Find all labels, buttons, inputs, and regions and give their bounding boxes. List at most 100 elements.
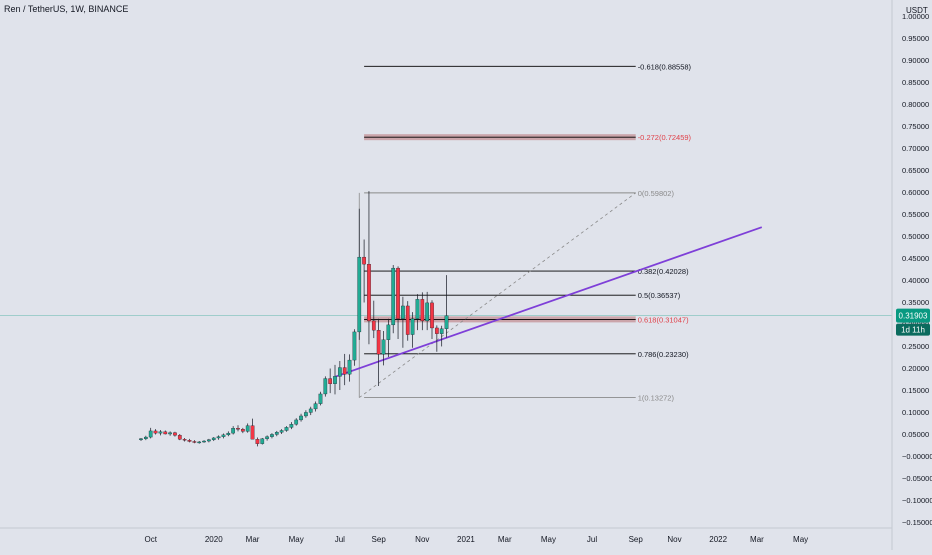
candle[interactable] [231, 426, 235, 435]
candle[interactable] [148, 427, 153, 439]
candle-body [371, 320, 376, 331]
candle[interactable] [270, 433, 274, 439]
candle[interactable] [304, 410, 308, 418]
x-tick-label: Sep [372, 535, 387, 544]
candle[interactable] [207, 438, 211, 443]
y-tick-label: −0.10000 [902, 496, 932, 505]
candle[interactable] [367, 191, 371, 345]
countdown-timer: 1d 11h [901, 326, 925, 335]
candle[interactable] [371, 300, 376, 339]
candle[interactable] [294, 418, 299, 426]
candle[interactable] [376, 318, 381, 387]
candle[interactable] [342, 353, 347, 386]
candle[interactable] [323, 376, 328, 397]
candle[interactable] [182, 437, 187, 442]
candle[interactable] [430, 300, 434, 339]
candle-body [434, 327, 439, 334]
candle[interactable] [439, 325, 444, 347]
candle[interactable] [289, 422, 294, 430]
candle[interactable] [221, 433, 226, 439]
candle[interactable] [318, 391, 323, 406]
candle[interactable] [313, 401, 318, 412]
candle[interactable] [279, 429, 284, 434]
candle[interactable] [265, 435, 269, 441]
candle-body [216, 436, 221, 439]
candle[interactable] [386, 318, 391, 357]
candle[interactable] [299, 413, 303, 422]
candle[interactable] [139, 437, 143, 442]
candle[interactable] [357, 208, 362, 340]
candle-body [425, 302, 430, 322]
candle[interactable] [284, 426, 289, 432]
y-tick-label: −0.15000 [902, 518, 932, 527]
candle-body [260, 438, 265, 444]
candle[interactable] [260, 437, 265, 445]
candle[interactable] [216, 435, 221, 440]
candle[interactable] [226, 431, 231, 437]
candle[interactable] [410, 312, 415, 348]
candle-body [396, 267, 400, 319]
y-tick-label: 0.85000 [902, 78, 929, 87]
candle[interactable] [211, 437, 216, 442]
candle[interactable] [333, 364, 337, 395]
candle[interactable] [274, 430, 279, 437]
y-tick-label: 0.75000 [902, 122, 929, 131]
candle-body [420, 299, 425, 322]
candle-body [347, 359, 352, 375]
candle[interactable] [444, 275, 449, 338]
candle[interactable] [405, 301, 410, 341]
chart-title: Ren / TetherUS, 1W, BINANCE [4, 4, 128, 14]
candle[interactable] [391, 265, 396, 334]
candle[interactable] [362, 239, 366, 303]
candle[interactable] [308, 406, 313, 416]
candle[interactable] [347, 354, 352, 382]
candle[interactable] [245, 423, 250, 433]
candle[interactable] [352, 329, 357, 366]
candle[interactable] [143, 435, 148, 441]
candle[interactable] [401, 296, 405, 348]
candle[interactable] [202, 440, 206, 443]
candle-body [139, 438, 143, 440]
x-tick-label: 2020 [205, 535, 223, 544]
y-tick-label: 0.20000 [902, 364, 929, 373]
candle[interactable] [240, 427, 245, 434]
trendline[interactable] [334, 226, 763, 378]
candle[interactable] [434, 325, 439, 352]
candle[interactable] [425, 291, 430, 331]
candle-body [163, 431, 168, 435]
candle[interactable] [236, 425, 240, 432]
candle[interactable] [250, 418, 255, 440]
x-tick-label: May [793, 535, 808, 544]
candle[interactable] [158, 430, 163, 436]
candle-body [197, 441, 202, 444]
candle-body [265, 436, 269, 439]
y-tick-label: 0.40000 [902, 276, 929, 285]
candle-body [231, 428, 235, 434]
candle-body [211, 437, 216, 440]
candle[interactable] [396, 266, 400, 339]
y-tick-label: 0.60000 [902, 188, 929, 197]
y-tick-label: 0.45000 [902, 254, 929, 263]
candle-body [381, 339, 386, 355]
candle-body [333, 376, 337, 384]
candle[interactable] [168, 431, 172, 436]
candle[interactable] [187, 438, 192, 443]
candle[interactable] [328, 368, 333, 394]
last-price-tag: 0.31903 1d 11h [896, 308, 930, 336]
candle[interactable] [153, 429, 158, 435]
candle[interactable] [173, 431, 177, 437]
candle[interactable] [337, 360, 342, 390]
candle[interactable] [192, 440, 197, 444]
candle[interactable] [381, 331, 386, 366]
candle[interactable] [420, 292, 425, 331]
candle[interactable] [255, 437, 260, 447]
candle-body [187, 440, 192, 442]
x-tick-label: Jul [335, 535, 345, 544]
candle[interactable] [163, 430, 168, 435]
candle-body [284, 427, 289, 431]
candle[interactable] [177, 434, 182, 441]
candle[interactable] [415, 294, 420, 331]
candle[interactable] [197, 441, 202, 444]
